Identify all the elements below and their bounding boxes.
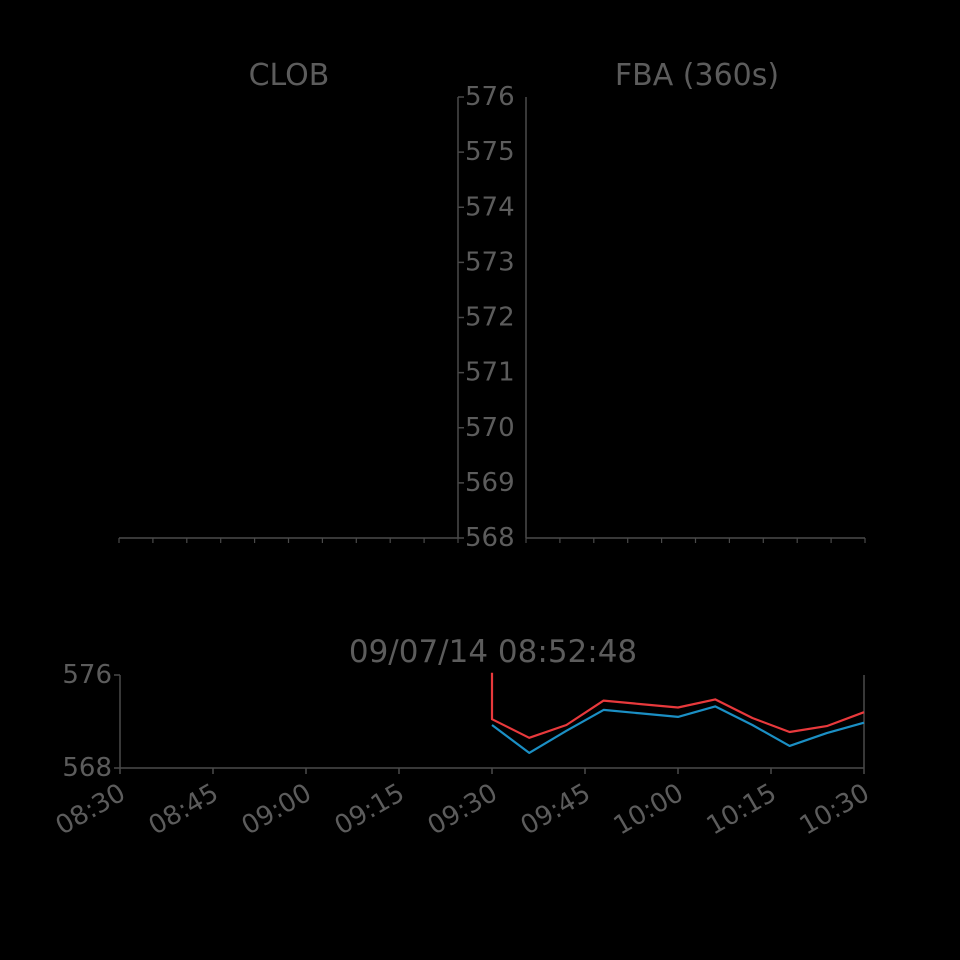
timeline-series-1-line — [491, 705, 865, 754]
fba-x-tick-marks — [525, 538, 866, 543]
clob-y-tick-label: 570 — [465, 413, 515, 443]
timeline-series-group — [490, 672, 865, 754]
clob-y-tick-label: 571 — [465, 358, 515, 388]
clob-y-tick-label: 575 — [465, 137, 515, 167]
timeline-series-0-line — [490, 672, 865, 739]
clob-y-tick-label: 569 — [465, 468, 515, 498]
clob-y-tick-label: 573 — [465, 247, 515, 277]
timeline-y-tick-label: 568 — [62, 753, 112, 783]
fba-panel-title: FBA (360s) — [615, 58, 779, 93]
fba-panel — [525, 97, 866, 543]
clob-x-tick-marks — [118, 538, 459, 543]
timeline-y-tick-label: 576 — [62, 660, 112, 690]
clob-y-tick-label: 568 — [465, 523, 515, 553]
clob-panel: 568 569 570 571 572 573 574 575 576 — [118, 82, 515, 553]
clob-y-tick-label: 572 — [465, 303, 515, 333]
clob-y-ticks: 568 569 570 571 572 573 574 575 576 — [458, 82, 515, 553]
clob-y-tick-label: 574 — [465, 192, 515, 222]
timeline-y-ticks: 568 576 — [62, 660, 120, 783]
clob-panel-title: CLOB — [249, 58, 330, 93]
timestamp-label: 09/07/14 08:52:48 — [349, 634, 637, 670]
clob-y-tick-label: 576 — [465, 82, 515, 112]
